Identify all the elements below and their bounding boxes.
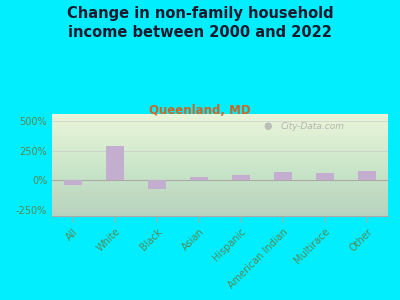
Bar: [274, 172, 292, 180]
Text: Queenland, MD: Queenland, MD: [149, 103, 251, 116]
Bar: [358, 171, 376, 180]
Bar: [148, 180, 166, 189]
Text: Change in non-family household
income between 2000 and 2022: Change in non-family household income be…: [67, 6, 333, 40]
Bar: [232, 175, 250, 180]
Text: City-Data.com: City-Data.com: [280, 122, 344, 131]
Text: ●: ●: [264, 121, 272, 131]
Bar: [64, 180, 82, 185]
Bar: [316, 173, 334, 180]
Bar: [106, 146, 124, 180]
Bar: [190, 177, 208, 180]
